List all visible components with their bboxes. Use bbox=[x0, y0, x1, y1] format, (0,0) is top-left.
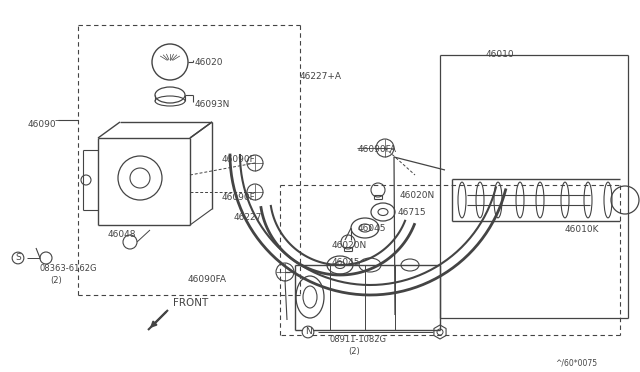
Text: 46090FA: 46090FA bbox=[188, 275, 227, 284]
Text: (2): (2) bbox=[50, 276, 61, 285]
Text: (2): (2) bbox=[348, 347, 360, 356]
Text: 46227: 46227 bbox=[234, 213, 262, 222]
Text: 46227+A: 46227+A bbox=[300, 72, 342, 81]
Text: 46090FA: 46090FA bbox=[358, 145, 397, 154]
Text: 46090F: 46090F bbox=[222, 155, 256, 164]
Text: 46045: 46045 bbox=[332, 258, 360, 267]
Text: 46010: 46010 bbox=[486, 50, 515, 59]
Text: 46093N: 46093N bbox=[195, 100, 230, 109]
Text: 46048: 46048 bbox=[108, 230, 136, 239]
Text: 46045: 46045 bbox=[358, 224, 387, 233]
Text: 46715: 46715 bbox=[398, 208, 427, 217]
Text: 46020N: 46020N bbox=[332, 241, 367, 250]
Text: FRONT: FRONT bbox=[173, 298, 208, 308]
Text: 08363-6162G: 08363-6162G bbox=[40, 264, 97, 273]
Text: 46020: 46020 bbox=[195, 58, 223, 67]
Text: 46020N: 46020N bbox=[400, 191, 435, 200]
Text: 46090: 46090 bbox=[28, 120, 56, 129]
Text: 08911-1082G: 08911-1082G bbox=[330, 335, 387, 344]
Text: 46090F: 46090F bbox=[222, 193, 256, 202]
Text: ^/60*0075: ^/60*0075 bbox=[555, 358, 597, 367]
Text: S: S bbox=[15, 253, 21, 263]
Text: N: N bbox=[305, 327, 312, 337]
Text: 46010K: 46010K bbox=[565, 225, 600, 234]
